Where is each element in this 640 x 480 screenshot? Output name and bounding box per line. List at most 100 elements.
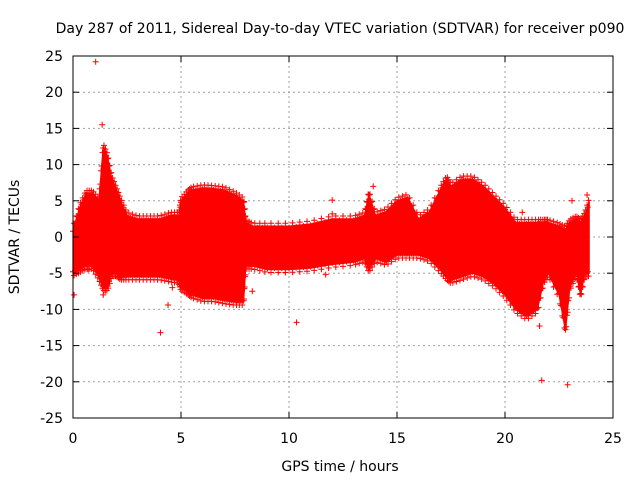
data-point — [361, 254, 368, 261]
data-point — [372, 213, 379, 220]
data-point — [223, 184, 229, 191]
data-point — [449, 179, 456, 186]
data-point — [379, 256, 386, 263]
data-point — [268, 220, 274, 227]
data-point — [116, 271, 123, 278]
data-point — [491, 279, 498, 286]
data-point — [104, 155, 111, 162]
data-point — [165, 209, 172, 216]
data-point — [464, 274, 471, 281]
data-point — [322, 219, 328, 226]
data-point — [392, 256, 399, 263]
data-point — [475, 176, 481, 183]
data-point — [383, 210, 390, 217]
data-point — [160, 216, 166, 223]
data-point — [440, 178, 447, 185]
data-point — [584, 204, 591, 211]
data-point — [386, 206, 393, 213]
data-point-outlier — [71, 291, 78, 298]
data-point — [190, 295, 197, 302]
data-point — [437, 188, 444, 195]
data-point — [369, 198, 376, 205]
data-point-outlier — [568, 197, 575, 204]
data-point — [106, 163, 112, 170]
data-point — [545, 220, 552, 227]
data-point — [446, 274, 453, 281]
data-point — [90, 267, 97, 274]
data-point — [307, 263, 314, 270]
y-tick-label: -10 — [40, 302, 63, 318]
data-point-outlier — [370, 183, 377, 190]
y-tick-label: -5 — [49, 266, 63, 282]
data-point — [381, 206, 388, 213]
data-point — [585, 273, 592, 280]
data-point — [430, 202, 436, 209]
x-axis-label: GPS time / hours — [281, 459, 398, 475]
data-point — [329, 260, 336, 267]
data-point — [585, 197, 592, 204]
data-point — [471, 174, 478, 181]
data-point — [304, 268, 310, 275]
data-point — [300, 264, 307, 271]
data-point — [242, 271, 249, 278]
data-point — [478, 179, 485, 186]
data-point — [275, 220, 282, 227]
data-point — [535, 304, 542, 311]
data-point — [120, 202, 127, 209]
data-point — [374, 208, 381, 215]
y-tick-label: 25 — [45, 49, 63, 65]
data-point — [107, 170, 114, 177]
data-point-outlier — [564, 381, 571, 388]
data-point — [422, 212, 429, 219]
data-point — [307, 222, 314, 229]
data-point — [466, 269, 472, 276]
data-point — [89, 261, 96, 268]
data-point — [254, 262, 261, 269]
data-point — [95, 272, 102, 279]
data-point — [578, 291, 585, 298]
data-point — [487, 277, 494, 284]
data-point — [365, 265, 372, 272]
data-point — [509, 300, 516, 307]
data-point — [489, 282, 496, 289]
data-point — [424, 206, 431, 213]
data-point — [74, 213, 81, 220]
data-point — [97, 181, 104, 188]
data-point — [196, 292, 202, 299]
data-point — [293, 223, 300, 230]
data-point — [354, 256, 361, 263]
data-point-outlier — [538, 377, 545, 384]
data-point — [457, 174, 463, 181]
data-point — [192, 187, 199, 194]
data-point — [160, 273, 166, 280]
data-point — [264, 265, 271, 272]
data-point — [289, 269, 296, 276]
data-point — [529, 312, 535, 319]
data-point — [385, 261, 391, 268]
data-point — [336, 217, 343, 224]
y-tick-label: -25 — [40, 411, 63, 427]
data-point — [125, 209, 132, 216]
data-point — [219, 300, 226, 307]
data-point — [161, 211, 168, 218]
data-point — [547, 217, 553, 224]
data-point — [192, 291, 199, 298]
data-point — [289, 219, 296, 226]
data-point — [325, 213, 332, 220]
data-point — [386, 255, 393, 262]
data-point — [539, 285, 546, 292]
data-point — [410, 202, 417, 209]
data-point — [239, 302, 246, 309]
data-point — [286, 265, 292, 272]
data-point — [210, 294, 217, 301]
data-point — [505, 295, 512, 302]
data-point — [105, 285, 112, 292]
data-point — [230, 188, 237, 195]
data-point — [482, 277, 489, 284]
data-point-outlier — [157, 329, 164, 336]
data-point — [217, 295, 224, 302]
data-point — [293, 264, 300, 271]
data-point-outlier — [165, 302, 172, 309]
data-point — [156, 272, 163, 279]
